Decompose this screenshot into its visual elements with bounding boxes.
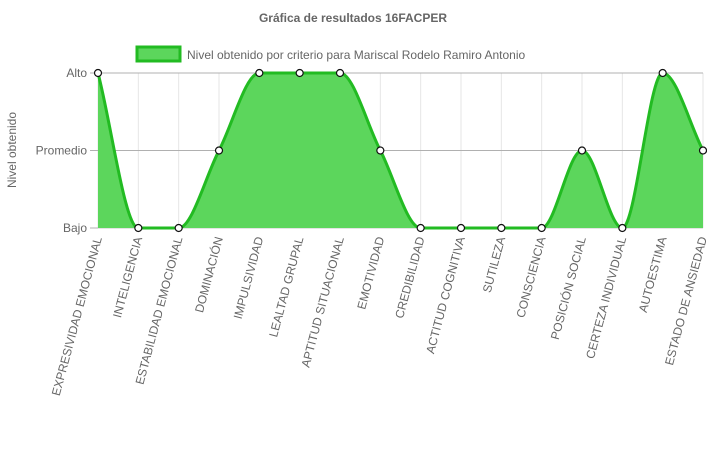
legend[interactable]: Nivel obtenido por criterio para Marisca… — [135, 45, 525, 63]
x-tick-label: INTELIGENCIA — [110, 235, 145, 319]
x-tick-label: DOMINACIÓN — [191, 235, 226, 314]
data-point — [497, 223, 506, 233]
data-point — [698, 146, 707, 155]
x-tick-label: APTITUD SITUACIONAL — [299, 235, 347, 369]
data-point — [376, 146, 385, 155]
x-tick-label: CREDIBILIDAD — [392, 235, 427, 320]
data-point — [577, 146, 587, 155]
y-axis-label: Nivel obtenido — [5, 112, 19, 188]
x-tick-label: SUTILEZA — [480, 235, 508, 294]
x-tick-label: IMPULSIVIDAD — [231, 235, 267, 321]
series-area-fill — [98, 73, 703, 228]
data-point — [335, 68, 345, 78]
x-tick-label: EMOTIVIDAD — [354, 235, 387, 311]
x-tick-label: ACTITUD COGNITIVA — [423, 235, 468, 355]
data-point — [214, 146, 224, 155]
y-ticks: Bajo Promedio Alto — [36, 66, 98, 235]
y-tick-label: Bajo — [63, 221, 87, 235]
x-tick-label: POSICIÓN SOCIAL — [547, 235, 589, 342]
x-tick-label: CONSCIENCIA — [513, 235, 548, 319]
data-points — [93, 68, 707, 233]
chart-title: Gráfica de resultados 16FACPER — [259, 11, 447, 25]
x-tick-label: LEALTAD GRUPAL — [266, 235, 306, 339]
data-point — [134, 223, 143, 233]
y-tick-label: Alto — [66, 66, 87, 80]
x-tick-label: ESTADO DE ANSIEDAD — [662, 235, 707, 367]
data-point — [416, 223, 425, 233]
data-point — [618, 223, 627, 233]
data-point — [174, 223, 183, 233]
data-point — [255, 68, 264, 78]
y-tick-label: Promedio — [36, 144, 88, 158]
data-point — [93, 68, 103, 78]
x-ticks: EXPRESIVIDAD EMOCIONAL INTELIGENCIAESTABI… — [49, 235, 707, 398]
legend-label[interactable]: Nivel obtenido por criterio para Marisca… — [187, 48, 525, 62]
x-tick-label: CERTEZA INDIVIDUAL — [583, 235, 629, 360]
data-point — [295, 68, 304, 78]
x-tick-label: AUTOESTIMA — [636, 235, 670, 314]
legend-swatch[interactable] — [135, 45, 182, 63]
x-tick-label: EXPRESIVIDAD EMOCIONAL — [49, 235, 105, 397]
data-point — [537, 223, 546, 233]
data-point — [456, 223, 466, 233]
x-tick-label: ESTABILIDAD EMOCIONAL — [133, 235, 186, 386]
data-point — [658, 68, 667, 78]
